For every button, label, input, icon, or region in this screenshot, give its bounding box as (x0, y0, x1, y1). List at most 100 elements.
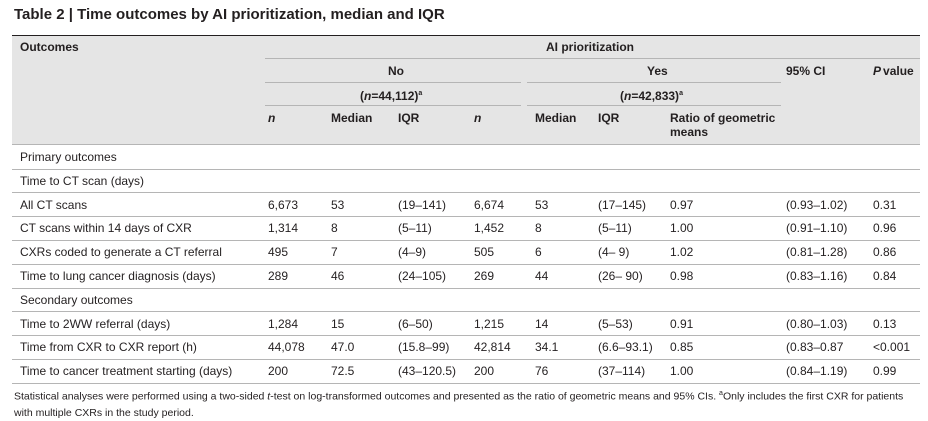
column-header: Median (535, 111, 577, 125)
cell: (5–11) (598, 221, 632, 236)
header-cell: No (388, 64, 404, 78)
header-background (12, 35, 920, 145)
cell: 6,674 (474, 197, 505, 212)
rule (12, 192, 920, 194)
footnote-text: Statistical analyses were performed usin… (14, 390, 268, 403)
cell: (19–141) (398, 197, 447, 212)
cell: 44,078 (268, 340, 305, 355)
rule (12, 382, 920, 384)
header-cell: (n=42,833)a (620, 87, 683, 103)
cell: 8 (331, 221, 338, 236)
cell: (0.84–1.19) (786, 364, 848, 379)
cell: 53 (535, 197, 549, 212)
cell: 6 (535, 245, 542, 260)
row-label: CT scans within 14 days of CXR (20, 221, 192, 236)
header-cell: 95% CI (786, 64, 826, 78)
cell: 34.1 (535, 340, 559, 355)
row-label: CXRs coded to generate a CT referral (20, 245, 222, 260)
cell: 505 (474, 245, 495, 260)
header-text: ( (360, 89, 364, 103)
cell: 0.13 (873, 316, 897, 331)
rule (527, 82, 781, 83)
footnote: Statistical analyses were performed usin… (14, 386, 914, 421)
cell: 0.97 (670, 197, 694, 212)
cell: (15.8–99) (398, 340, 450, 355)
cell: 46 (331, 269, 345, 283)
section-label: Secondary outcomes (20, 292, 133, 307)
cell: 44 (535, 269, 549, 283)
cell: (0.80–1.03) (786, 316, 848, 331)
cell: 0.99 (873, 364, 897, 379)
header-text: =42,833) (631, 89, 680, 103)
cell: 15 (331, 316, 345, 331)
rule (265, 105, 521, 106)
cell: (37–114) (598, 364, 646, 379)
footnote-text: Only includes the first CXR for patients… (14, 390, 904, 419)
column-header: Ratio of geometric means (670, 111, 776, 139)
cell: (26– 90) (598, 269, 643, 283)
header-cell: Outcomes (20, 40, 79, 54)
header-sup: a (418, 90, 423, 97)
cell: (6.6–93.1) (598, 340, 653, 355)
cell: 1.00 (670, 364, 694, 379)
column-header: Median (331, 111, 373, 125)
rule (12, 287, 920, 289)
cell: 1,215 (474, 316, 505, 331)
header-italic: n (364, 89, 372, 103)
row-label: Time from CXR to CXR report (h) (20, 340, 197, 355)
footnote-italic: t (267, 390, 271, 403)
cell: (4–9) (398, 245, 427, 260)
rule (12, 358, 920, 360)
table-label: Table 2 | (14, 6, 73, 23)
section-label: Time to CT scan (days) (20, 173, 145, 188)
footnote-sup: a (719, 390, 723, 397)
cell: 8 (535, 221, 542, 236)
cell: 14 (535, 316, 549, 331)
title-text: Time outcomes by AI prioritization, medi… (77, 6, 445, 23)
row-label: Time to lung cancer diagnosis (days) (20, 269, 216, 283)
rule (12, 168, 920, 170)
header-text: value (883, 64, 914, 78)
column-header: n (268, 111, 276, 125)
cell: (5–11) (398, 221, 432, 236)
column-header: IQR (398, 111, 420, 125)
column-header: IQR (598, 111, 620, 125)
cell: 269 (474, 269, 495, 283)
cell: (0.81–1.28) (786, 245, 848, 260)
cell: 1,314 (268, 221, 299, 236)
cell: 53 (331, 197, 345, 212)
cell: 1.02 (670, 245, 694, 260)
header-cell: (n=44,112)a (360, 87, 422, 103)
header-italic: n (624, 89, 632, 103)
cell: 72.5 (331, 364, 355, 379)
row-label: All CT scans (20, 197, 88, 212)
cell: (0.91–1.10) (786, 221, 848, 236)
cell: (5–53) (598, 316, 633, 331)
cell: (6–50) (398, 316, 433, 331)
cell: 1,452 (474, 221, 505, 236)
cell: (0.83–1.16) (786, 269, 848, 283)
header-sup: a (679, 90, 683, 97)
rule (12, 311, 920, 313)
header-text: ( (620, 89, 624, 103)
cell: 1,284 (268, 316, 299, 331)
cell: 0.98 (670, 269, 694, 283)
cell: (17–145) (598, 197, 647, 212)
section-label: Primary outcomes (20, 150, 117, 164)
rule (265, 58, 920, 59)
cell: 7 (331, 245, 338, 260)
cell: <0.001 (873, 340, 911, 355)
header-text: =44,112) (371, 89, 419, 103)
rule (12, 216, 920, 218)
rule (12, 144, 920, 145)
rule (12, 239, 920, 241)
cell: 289 (268, 269, 289, 283)
cell: (0.83–0.87 (786, 340, 844, 355)
rule (12, 263, 920, 265)
header-cell: AI prioritization (546, 40, 634, 54)
cell: (43–120.5) (398, 364, 457, 379)
cell: (24–105) (398, 269, 447, 283)
header-cell: Yes (647, 64, 668, 78)
